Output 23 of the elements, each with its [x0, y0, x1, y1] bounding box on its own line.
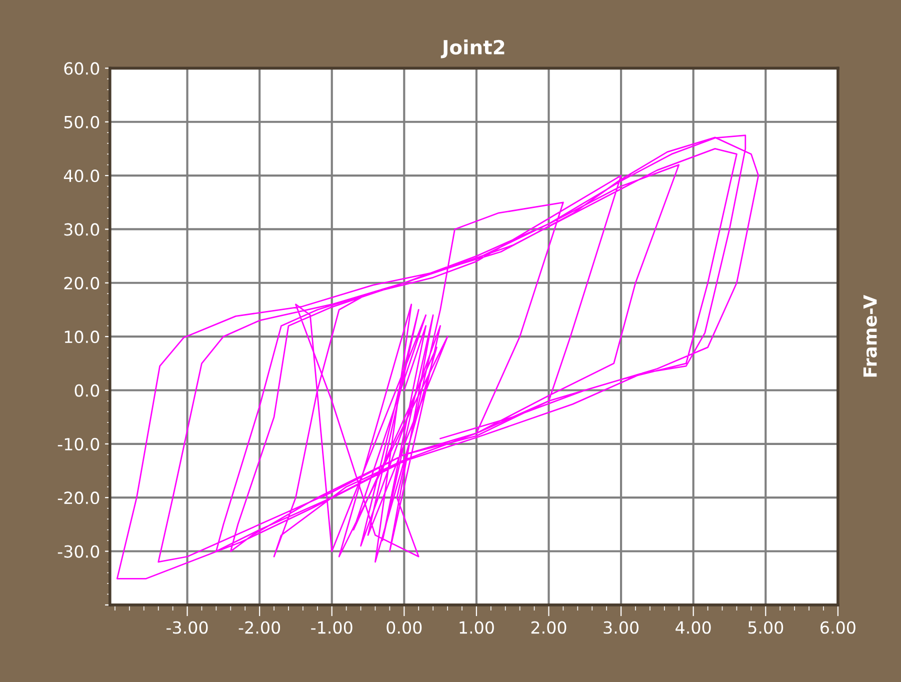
y-tick-label: -30.0	[58, 545, 100, 558]
x-tick-label: 2.00	[531, 621, 566, 634]
x-tick-label: -1.00	[311, 621, 352, 634]
x-tick-label: 0.00	[386, 621, 422, 634]
x-tick-label: -2.00	[238, 621, 280, 634]
y-tick-label: 0.0	[74, 384, 100, 397]
x-tick-label: 3.00	[604, 621, 638, 634]
chart-title: Joint2	[440, 40, 504, 58]
y-tick-label: 50.0	[64, 116, 100, 128]
x-tick-label: 6.00	[820, 621, 856, 634]
y-tick-label: 60.0	[64, 62, 100, 75]
x-tick-label: 5.00	[748, 621, 784, 634]
y-tick-label: -10.0	[58, 438, 100, 450]
x-tick-label: 1.00	[460, 621, 494, 634]
y-tick-label: 20.0	[64, 276, 100, 290]
y-tick-label: 40.0	[64, 170, 100, 182]
y-tick-label: 10.0	[64, 330, 100, 344]
x-tick-label: 4.00	[676, 621, 711, 634]
y-axis-title: Frame-V	[863, 294, 877, 377]
line-series	[116, 134, 760, 580]
x-tick-label: -3.00	[166, 621, 208, 634]
y-tick-label: -20.0	[58, 492, 100, 504]
y-tick-label: 30.0	[64, 223, 100, 236]
